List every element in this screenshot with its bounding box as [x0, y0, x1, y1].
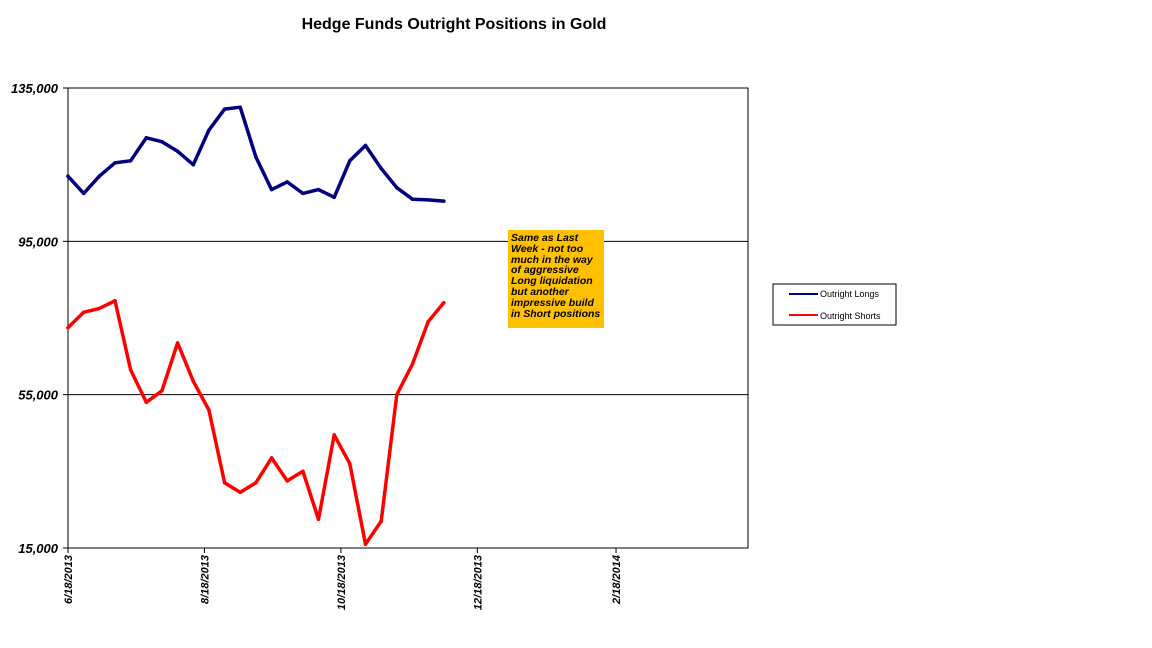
x-tick-label: 8/18/2013: [199, 555, 211, 604]
chart-title: Hedge Funds Outright Positions in Gold: [302, 16, 607, 33]
data-point-outright-shorts: [175, 341, 180, 345]
data-point-outright-shorts: [222, 481, 227, 485]
data-point-outright-shorts: [160, 389, 164, 393]
data-point-outright-shorts: [410, 362, 415, 366]
data-point-outright-shorts: [348, 461, 352, 466]
data-point-outright-longs: [332, 195, 336, 200]
annotation-line: of aggressive: [511, 264, 579, 277]
data-point-outright-longs: [222, 107, 227, 111]
data-point-outright-longs: [191, 162, 196, 167]
data-point-outright-shorts: [144, 400, 149, 405]
annotation-line: Long liquidation: [511, 275, 593, 288]
data-point-outright-longs: [316, 187, 321, 192]
x-tick-label: 6/18/2013: [63, 555, 75, 604]
data-point-outright-longs: [410, 197, 415, 201]
data-point-outright-longs: [160, 139, 164, 144]
data-point-outright-longs: [442, 199, 446, 203]
y-tick-label: 135,000: [11, 81, 59, 96]
data-point-outright-shorts: [301, 469, 305, 474]
data-point-outright-longs: [81, 191, 86, 196]
data-point-outright-longs: [113, 161, 117, 165]
data-point-outright-shorts: [207, 408, 211, 412]
legend-box: [772, 283, 897, 326]
annotation-line: much in the way: [511, 253, 593, 266]
annotation-line: impressive build: [511, 296, 594, 309]
data-point-outright-shorts: [191, 379, 196, 384]
data-point-outright-longs: [144, 136, 149, 140]
x-tick-label: 10/18/2013: [336, 555, 348, 610]
data-point-outright-longs: [426, 198, 430, 202]
data-point-outright-shorts: [426, 320, 430, 324]
data-point-outright-longs: [269, 187, 274, 192]
data-point-outright-longs: [254, 155, 258, 159]
annotation-line: Same as Last: [511, 232, 579, 244]
data-point-outright-shorts: [332, 433, 336, 437]
data-point-outright-longs: [66, 174, 70, 178]
annotation-line: Week - not too: [511, 242, 584, 255]
data-point-outright-longs: [348, 159, 352, 163]
data-point-outright-shorts: [285, 479, 289, 483]
annotation-callout: Same as Last Week - not too much in the …: [508, 230, 604, 328]
gridlines: [68, 240, 748, 396]
data-point-outright-longs: [379, 166, 383, 171]
data-point-outright-longs: [301, 191, 305, 196]
data-point-outright-longs: [128, 159, 133, 163]
y-axis: 135,000 95,000 55,000 15,000: [11, 81, 68, 556]
data-point-outright-longs: [363, 143, 368, 148]
y-tick-label: 55,000: [18, 388, 59, 403]
data-point-outright-shorts: [363, 542, 368, 546]
data-point-outright-shorts: [254, 481, 258, 485]
annotation-line: in Short positions: [511, 307, 601, 320]
data-point-outright-longs: [97, 174, 102, 178]
data-point-outright-longs: [238, 105, 242, 109]
legend-label-outright-longs: Outright Longs: [820, 289, 880, 299]
y-tick-label: 15,000: [18, 541, 59, 556]
data-point-outright-shorts: [269, 456, 274, 460]
plot-area: [67, 87, 749, 549]
data-point-outright-shorts: [97, 306, 102, 311]
data-point-outright-shorts: [128, 368, 133, 372]
annotation-line: but another: [511, 285, 569, 298]
data-point-outright-shorts: [238, 490, 242, 495]
legend: Outright Longs Outright Shorts: [772, 283, 897, 326]
data-point-outright-longs: [175, 149, 180, 154]
x-tick-label: 12/18/2013: [472, 555, 484, 610]
series-layer: [66, 105, 446, 546]
data-point-outright-shorts: [316, 517, 321, 522]
data-point-outright-shorts: [442, 300, 446, 305]
data-point-outright-longs: [285, 180, 289, 184]
x-axis: 6/18/2013 8/18/2013 10/18/2013 12/18/2013 2/…: [63, 548, 623, 610]
data-point-outright-shorts: [81, 310, 86, 315]
data-point-outright-shorts: [395, 392, 399, 397]
data-point-outright-shorts: [66, 325, 70, 330]
data-point-outright-shorts: [379, 519, 383, 523]
data-point-outright-longs: [395, 185, 399, 190]
legend-label-outright-shorts: Outright Shorts: [820, 311, 881, 321]
data-point-outright-shorts: [113, 299, 117, 303]
y-tick-label: 95,000: [18, 234, 59, 249]
x-tick-label: 2/18/2014: [611, 555, 623, 605]
data-point-outright-longs: [207, 128, 211, 132]
